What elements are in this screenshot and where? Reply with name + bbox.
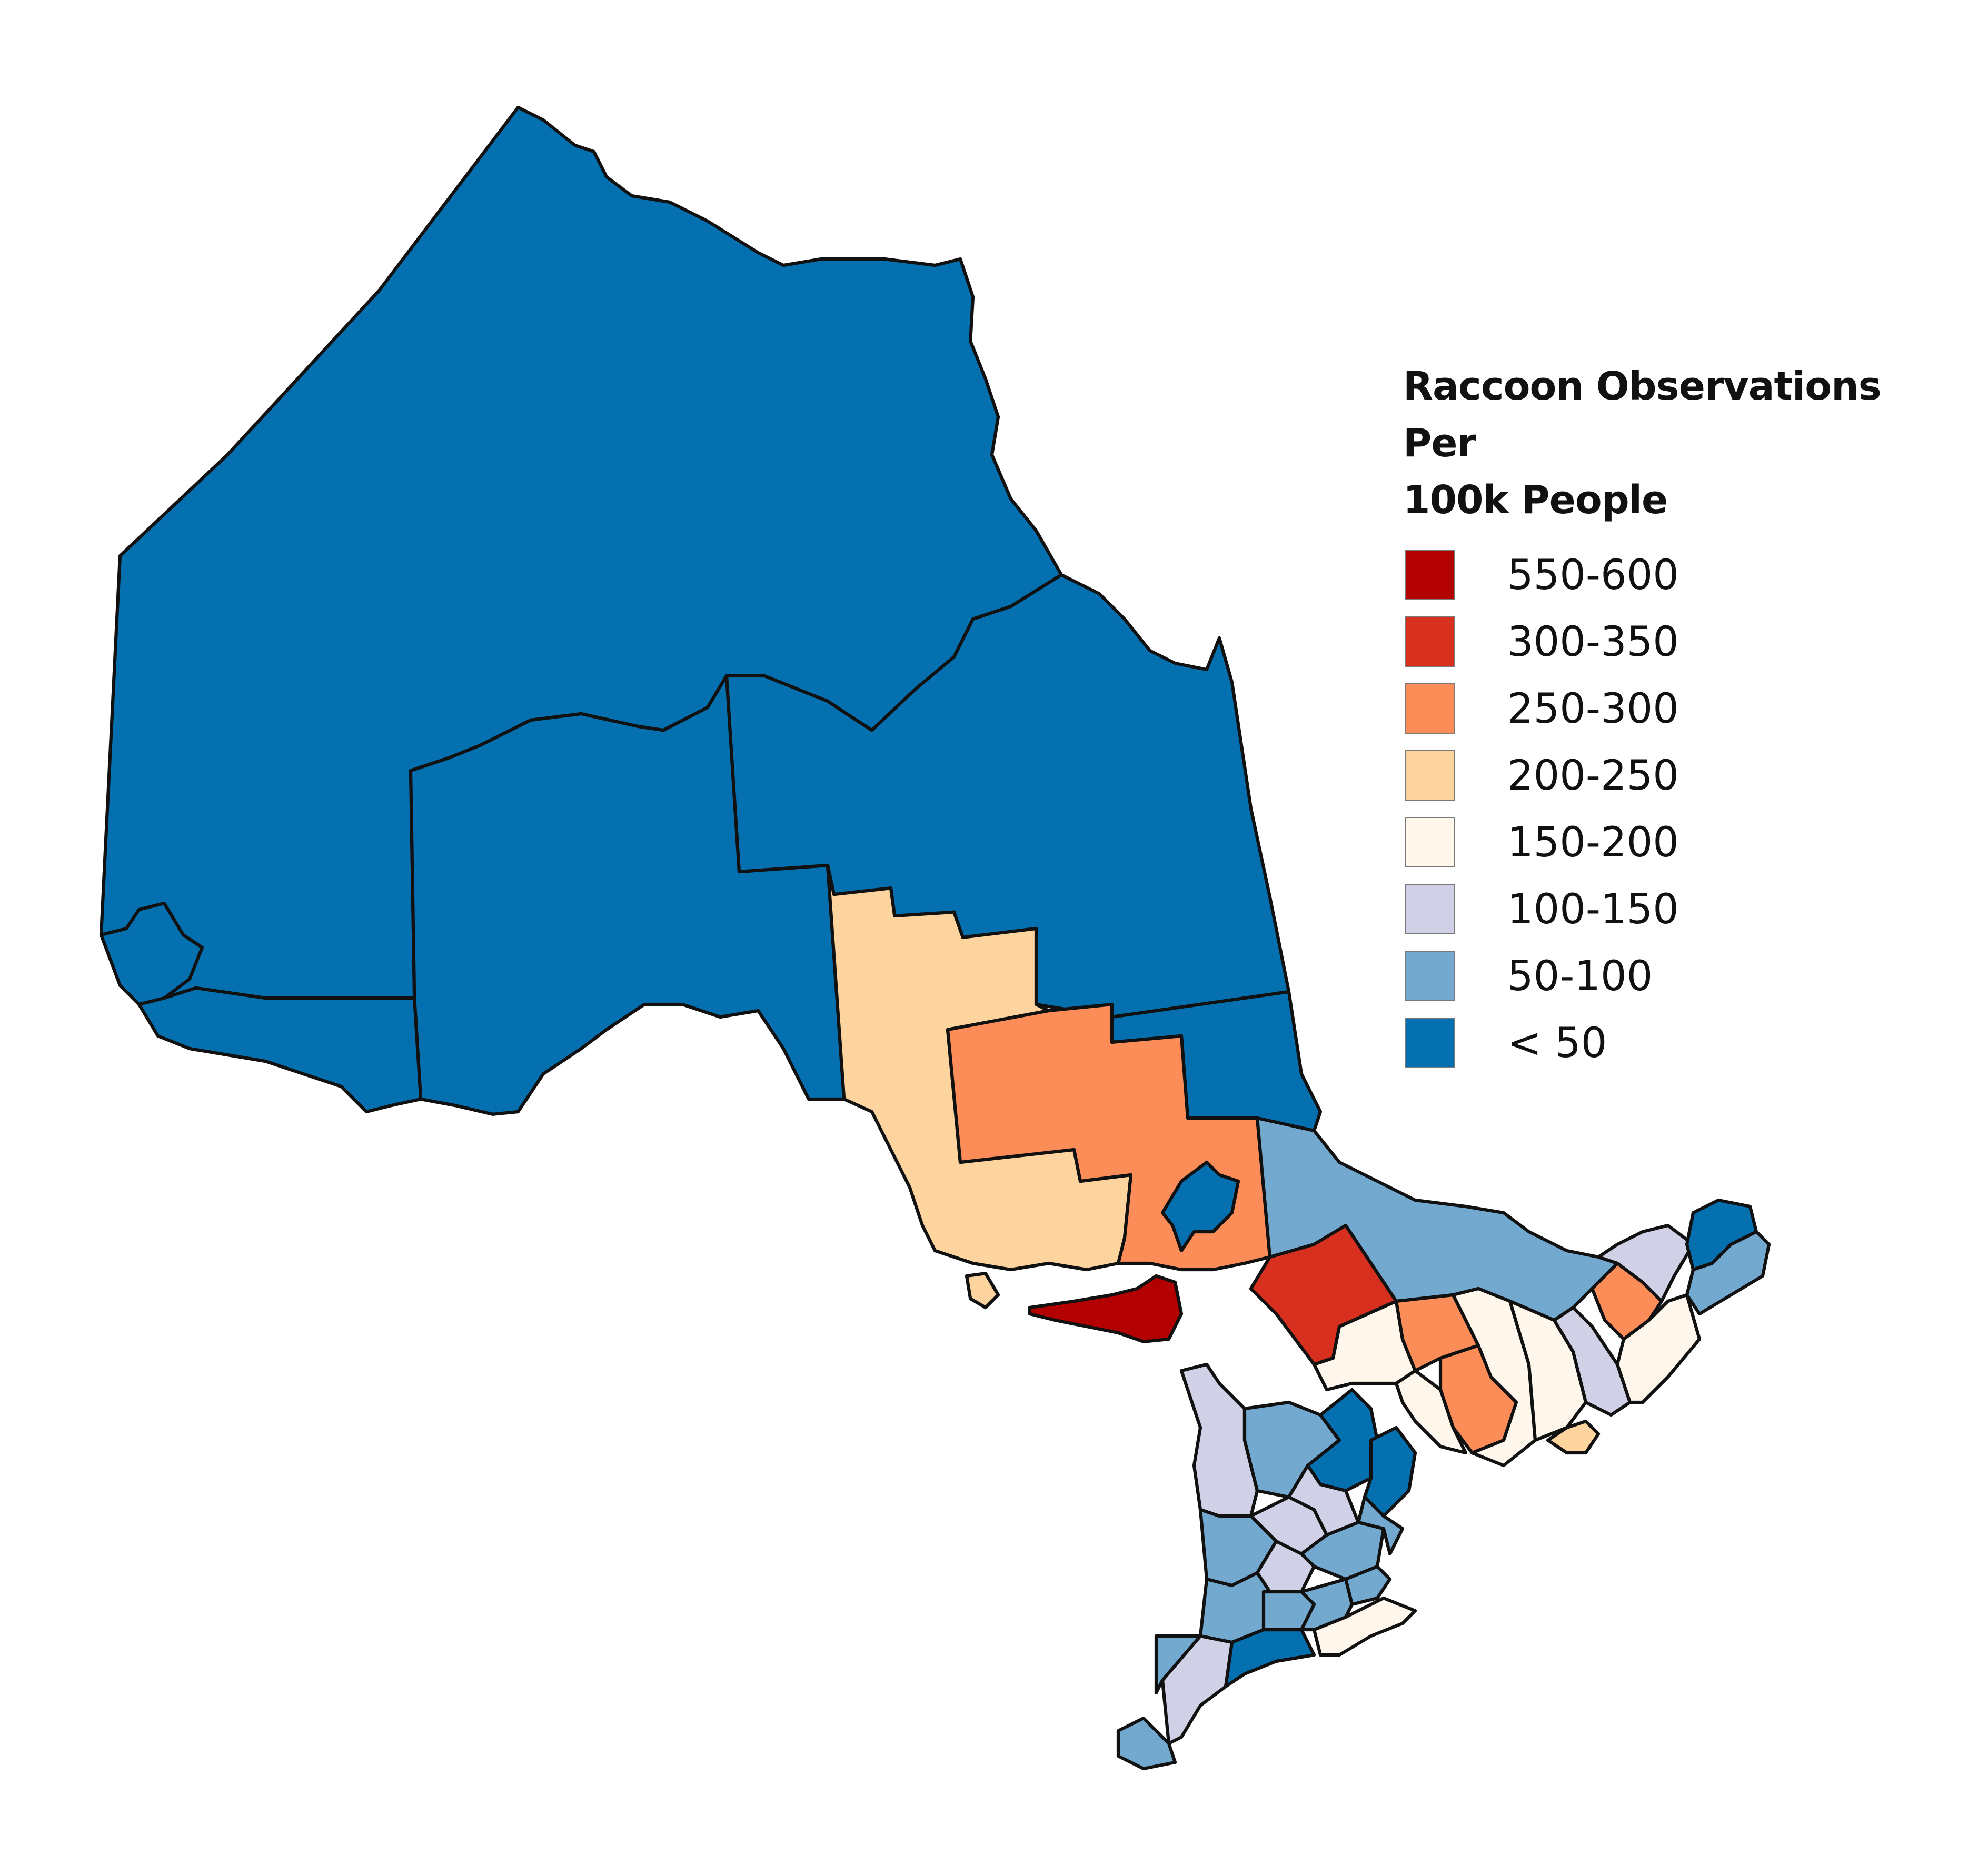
- legend-label: < 50: [1507, 1020, 1607, 1067]
- legend-swatch: [1405, 817, 1455, 867]
- region-thunder-bay: [409, 674, 846, 1116]
- region-kawartha: [1394, 1369, 1468, 1455]
- legend-swatch: [1405, 550, 1455, 600]
- legend: Raccoon Observations Per 100k People 550…: [1403, 358, 1956, 1084]
- legend-item: 100-150: [1403, 884, 1956, 951]
- legend-label: 200-250: [1507, 752, 1679, 800]
- region-st-joseph: [965, 1272, 1000, 1310]
- region-york: [1363, 1425, 1417, 1518]
- region-kent: [1154, 1634, 1202, 1695]
- region-essex: [1116, 1716, 1177, 1771]
- region-rainy-river: [137, 986, 423, 1114]
- legend-item: 250-300: [1403, 683, 1956, 750]
- legend-item: 200-250: [1403, 750, 1956, 817]
- region-dufferin: [1287, 1463, 1360, 1537]
- legend-item: 150-200: [1403, 817, 1956, 884]
- legend-label: 550-600: [1507, 552, 1679, 599]
- region-islands-west: [99, 901, 204, 1006]
- legend-swatch: [1405, 750, 1455, 801]
- legend-label: 100-150: [1507, 886, 1679, 933]
- region-kingston: [1546, 1419, 1601, 1455]
- legend-item: 550-600: [1403, 550, 1956, 616]
- region-leeds: [1596, 1223, 1695, 1303]
- legend-label: 250-300: [1507, 685, 1679, 733]
- region-simcoe: [1306, 1388, 1379, 1493]
- legend-items: 550-600 300-350 250-300 200-250 150-200 100-1…: [1403, 550, 1956, 1084]
- legend-item: < 50: [1403, 1018, 1956, 1084]
- legend-swatch: [1405, 616, 1455, 667]
- region-niagara: [1312, 1596, 1417, 1657]
- legend-swatch: [1405, 1018, 1455, 1068]
- region-brant: [1299, 1577, 1354, 1632]
- legend-label: 150-200: [1507, 819, 1679, 866]
- region-peel: [1356, 1495, 1405, 1556]
- legend-swatch: [1405, 683, 1455, 734]
- legend-label: 50-100: [1507, 953, 1653, 1000]
- region-lanark: [1615, 1293, 1702, 1404]
- legend-title: Raccoon Observations Per 100k People: [1403, 364, 1882, 523]
- region-manitoulin: [1028, 1274, 1184, 1343]
- legend-item: 300-350: [1403, 616, 1956, 683]
- legend-label: 300-350: [1507, 619, 1679, 666]
- legend-item: 50-100: [1403, 951, 1956, 1018]
- legend-swatch: [1405, 951, 1455, 1001]
- region-lambton: [1160, 1634, 1234, 1746]
- region-norfolk: [1224, 1628, 1316, 1689]
- legend-swatch: [1405, 884, 1455, 934]
- region-greater-sudbury: [1160, 1160, 1240, 1253]
- region-bruce: [1179, 1362, 1259, 1518]
- region-prescott: [1685, 1230, 1771, 1316]
